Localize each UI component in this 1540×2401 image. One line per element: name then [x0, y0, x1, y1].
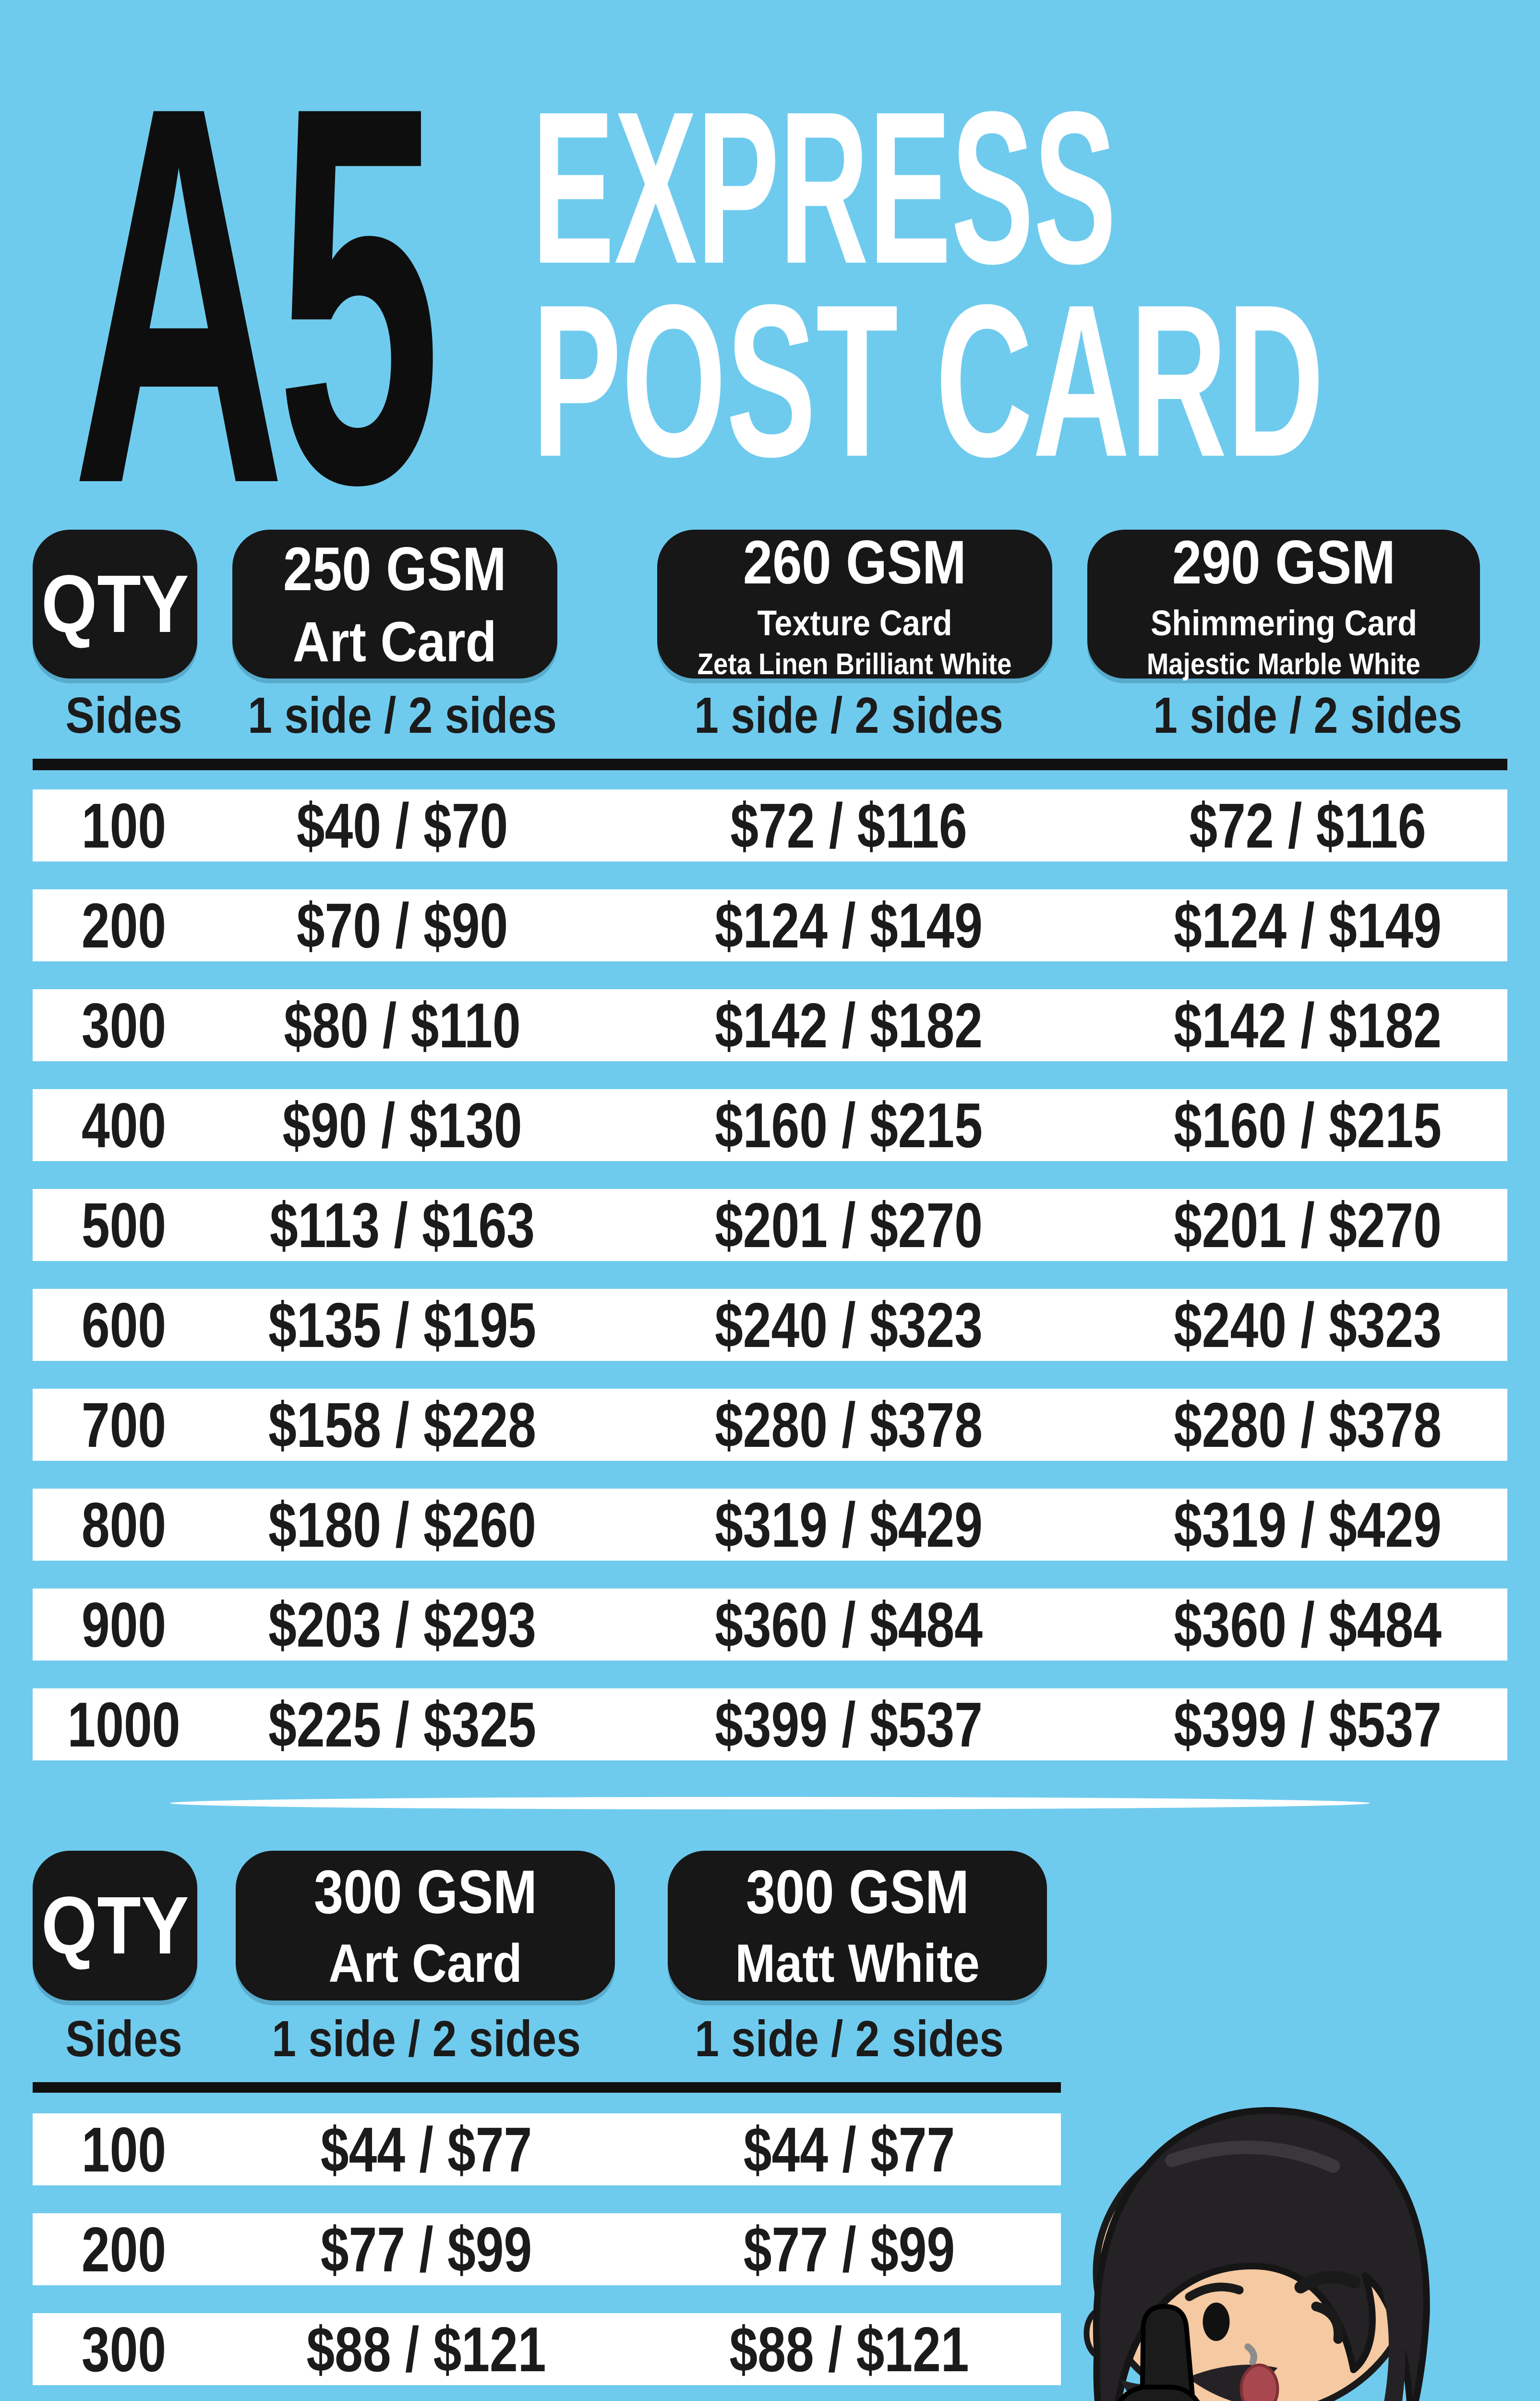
- column-subtitle-2: Zeta Linen Brilliant White: [698, 647, 1012, 681]
- table1-column-260gsm: 260 GSM Texture Card Zeta Linen Brillian…: [657, 528, 1052, 681]
- mascot-nose: [1244, 2343, 1257, 2365]
- sides-header: 1 side / 2 sides: [248, 687, 557, 744]
- mascot-eye-open: [1203, 2303, 1230, 2341]
- column-subtitle: Texture Card: [757, 603, 952, 643]
- column-title: 300 GSM: [313, 1858, 537, 1927]
- table-row: 800 $180 / $260 $319 / $429 $319 / $429: [33, 1489, 1507, 1561]
- table-row: 200 $70 / $90 $124 / $149 $124 / $149: [33, 889, 1507, 961]
- column-title: 260 GSM: [743, 528, 966, 597]
- table2-qty-label: QTY: [41, 1880, 189, 1971]
- table-row: 900 $203 / $293 $360 / $484 $360 / $484: [33, 1589, 1507, 1661]
- mascot-eyebrow-left: [1185, 2282, 1244, 2301]
- size-label: A5: [72, 0, 441, 595]
- table-row: 500 $113 / $163 $201 / $270 $201 / $270: [33, 1189, 1507, 1261]
- column-subtitle: Shimmering Card: [1150, 603, 1417, 643]
- table-row: 300 $88 / $121 $88 / $121: [33, 2313, 1061, 2385]
- table-row: 400 $90 / $130 $160 / $215 $160 / $215: [33, 1089, 1507, 1161]
- mascot-fist: [1117, 2385, 1200, 2401]
- mascot-mouth: [1239, 2364, 1279, 2401]
- table2-column-300gsm-art: 300 GSM Art Card: [236, 1851, 615, 2001]
- sides-header: 1 side / 2 sides: [1153, 687, 1462, 744]
- table1-rule: [33, 759, 1507, 770]
- column-title: 250 GSM: [283, 534, 506, 604]
- column-title: 290 GSM: [1172, 528, 1396, 597]
- mascot-eyebrow-right: [1294, 2271, 1361, 2293]
- column-subtitle: Matt White: [735, 1933, 980, 1993]
- table1-column-250gsm: 250 GSM Art Card: [232, 530, 557, 679]
- table1-column-290gsm: 290 GSM Shimmering Card Majestic Marble …: [1087, 528, 1480, 681]
- column-subtitle-2: Majestic Marble White: [1147, 647, 1420, 681]
- table1-sides-header: Sides 1 side / 2 sides 1 side / 2 sides …: [33, 683, 1507, 748]
- table2-column-300gsm-matt: 300 GSM Matt White: [668, 1851, 1047, 2001]
- sides-label: Sides: [65, 2010, 182, 2067]
- mascot-thumb: [1140, 2304, 1195, 2401]
- table1-qty-pill: QTY: [33, 530, 197, 679]
- title-line-1: EXPRESS: [532, 66, 1117, 309]
- mascot-illustration: Kiasuprint st Online Prices, Quality & S…: [1083, 2107, 1430, 2401]
- title-line-2: POST CARD: [532, 259, 1324, 502]
- table2-qty-pill: QTY: [33, 1851, 197, 2001]
- table-row: 100 $44 / $77 $44 / $77: [33, 2113, 1061, 2185]
- mascot-eye-wink: [1311, 2302, 1344, 2344]
- mascot-hair: [1093, 2107, 1430, 2401]
- table-row: 100 $40 / $70 $72 / $116 $72 / $116: [33, 789, 1507, 861]
- sides-label: Sides: [65, 687, 182, 744]
- column-title: 300 GSM: [746, 1858, 969, 1927]
- table-row: 1000 $225 / $325 $399 / $537 $399 / $537: [33, 1688, 1507, 1760]
- table-row: 300 $80 / $110 $142 / $182 $142 / $182: [33, 989, 1507, 1061]
- table-row: 200 $77 / $99 $77 / $99: [33, 2213, 1061, 2285]
- sides-header: 1 side / 2 sides: [272, 2010, 581, 2067]
- table-row: 700 $158 / $228 $280 / $378 $280 / $378: [33, 1389, 1507, 1461]
- table-row: 600 $135 / $195 $240 / $323 $240 / $323: [33, 1289, 1507, 1361]
- table1-qty-label: QTY: [41, 558, 189, 650]
- section-divider: [170, 1797, 1370, 1809]
- column-subtitle: Art Card: [328, 1933, 522, 1993]
- table2-sides-header: Sides 1 side / 2 sides 1 side / 2 sides: [33, 2006, 1061, 2072]
- sides-header: 1 side / 2 sides: [694, 687, 1003, 744]
- sides-header: 1 side / 2 sides: [695, 2010, 1004, 2067]
- column-subtitle: Art Card: [293, 610, 497, 674]
- table2-rule: [33, 2082, 1061, 2093]
- page-title: EXPRESS POST CARD: [532, 66, 1540, 502]
